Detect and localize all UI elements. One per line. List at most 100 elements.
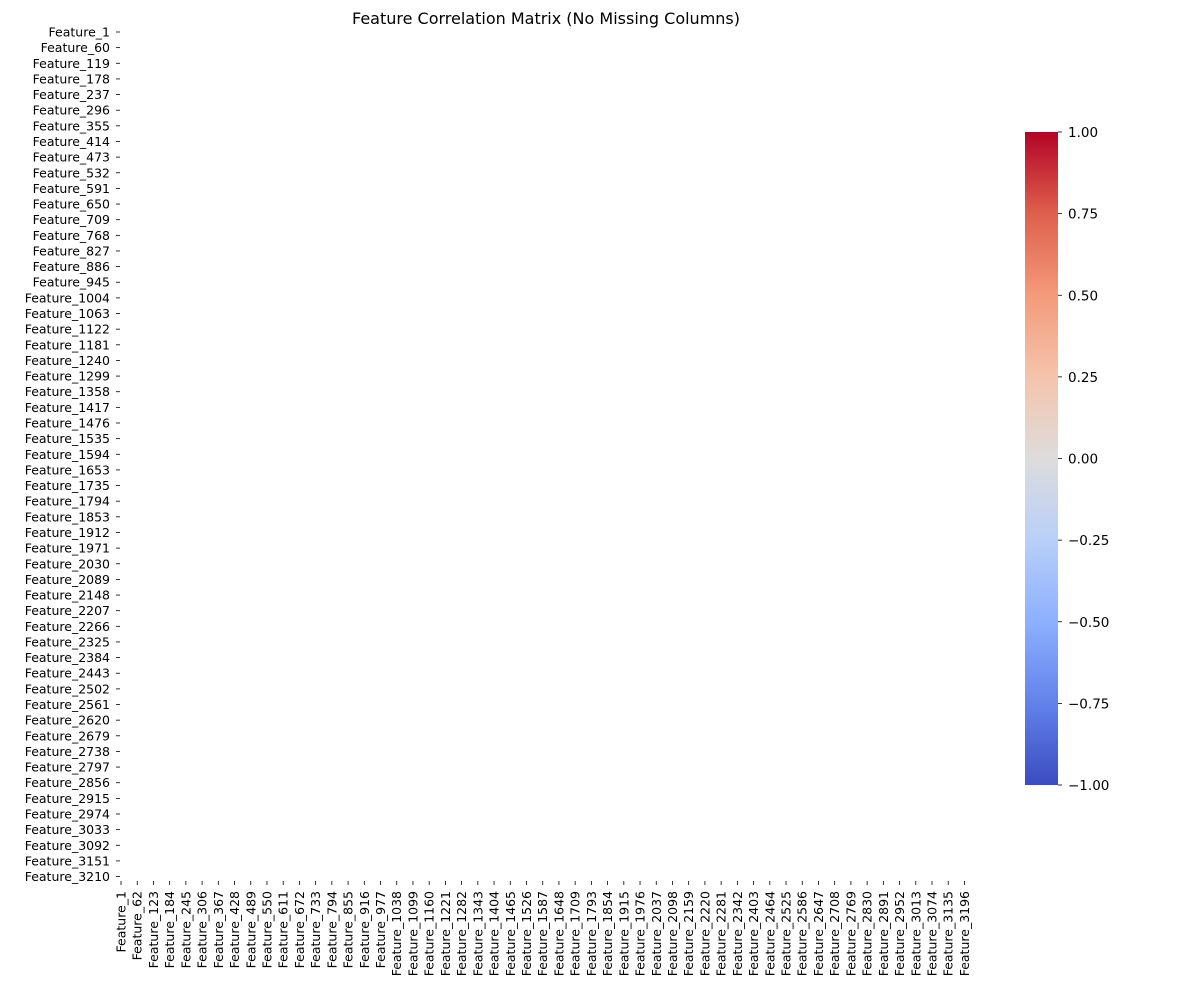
x-tick-label: Feature_2647	[811, 891, 826, 976]
y-tick-label: Feature_2384	[25, 650, 110, 665]
y-tick-label: Feature_296	[33, 103, 110, 118]
y-tick-label: Feature_1594	[25, 447, 110, 462]
y-tick-label: Feature_2207	[25, 603, 110, 618]
y-tick-label: Feature_1181	[25, 337, 110, 352]
x-tick-label: Feature_1343	[470, 891, 485, 976]
y-tick-label: Feature_178	[33, 71, 110, 86]
x-tick-label: Feature_3013	[908, 891, 923, 976]
x-tick-label: Feature_1793	[584, 891, 599, 976]
x-tick-label: Feature_2159	[681, 891, 696, 976]
y-tick-label: Feature_886	[33, 259, 110, 274]
x-axis-ticks: Feature_1 Feature_62 Feature_123 Feature_18…	[114, 881, 972, 976]
y-tick-label: Feature_1853	[25, 509, 110, 524]
y-tick-label: Feature_2089	[25, 572, 110, 587]
y-tick-label: Feature_2266	[25, 619, 110, 634]
x-tick-label: Feature_2891	[876, 891, 891, 976]
y-tick-label: Feature_1971	[25, 541, 110, 556]
colorbar-tick-label: −0.75	[1068, 696, 1109, 712]
x-tick-label: Feature_672	[292, 891, 307, 968]
y-tick-label: Feature_3092	[25, 838, 110, 853]
x-tick-label: Feature_916	[357, 891, 372, 968]
x-tick-label: Feature_2464	[762, 891, 777, 976]
x-tick-label: Feature_123	[146, 891, 161, 968]
x-tick-label: Feature_1587	[535, 891, 550, 976]
x-tick-label: Feature_1404	[487, 891, 502, 976]
colorbar-tick-label: −0.25	[1068, 533, 1109, 549]
x-tick-label: Feature_1221	[438, 891, 453, 976]
y-tick-label: Feature_1358	[25, 384, 110, 399]
y-tick-label: Feature_119	[33, 56, 110, 71]
x-tick-label: Feature_245	[178, 891, 193, 968]
colorbar-tick-label: 0.75	[1068, 207, 1098, 223]
x-tick-label: Feature_3135	[941, 891, 956, 976]
y-tick-label: Feature_1299	[25, 369, 110, 384]
x-tick-label: Feature_794	[324, 891, 339, 968]
x-tick-label: Feature_2098	[665, 891, 680, 976]
x-tick-label: Feature_2952	[892, 891, 907, 976]
y-tick-label: Feature_1476	[25, 416, 110, 431]
colorbar-tick-label: 0.00	[1068, 452, 1098, 468]
x-tick-label: Feature_489	[243, 891, 258, 968]
y-tick-label: Feature_945	[33, 275, 110, 290]
y-tick-label: Feature_1653	[25, 462, 110, 477]
y-tick-label: Feature_1794	[25, 494, 110, 509]
x-tick-label: Feature_184	[162, 891, 177, 968]
x-tick-label: Feature_2525	[779, 891, 794, 976]
y-tick-label: Feature_709	[33, 212, 110, 227]
y-tick-label: Feature_2030	[25, 556, 110, 571]
colorbar-tick-label: −0.50	[1068, 615, 1109, 631]
x-tick-label: Feature_2281	[714, 891, 729, 976]
y-tick-label: Feature_1417	[25, 400, 110, 415]
colorbar: 1.00 0.75 0.50 0.25 0.00 −0.25 −0.50 −0.75 −1.00	[1025, 125, 1109, 794]
y-tick-label: Feature_591	[33, 181, 110, 196]
y-tick-label: Feature_2502	[25, 681, 110, 696]
chart-title: Feature Correlation Matrix (No Missing C…	[352, 9, 740, 28]
y-tick-label: Feature_237	[33, 87, 110, 102]
x-tick-label: Feature_306	[195, 891, 210, 968]
y-tick-label: Feature_3210	[25, 869, 110, 884]
y-tick-label: Feature_1735	[25, 478, 110, 493]
x-tick-label: Feature_3196	[957, 891, 972, 976]
x-tick-label: Feature_3074	[925, 891, 940, 976]
x-tick-label: Feature_2769	[843, 891, 858, 976]
colorbar-tick-label: −1.00	[1068, 778, 1109, 794]
x-tick-label: Feature_2830	[860, 891, 875, 976]
y-tick-label: Feature_2148	[25, 588, 110, 603]
y-tick-label: Feature_2738	[25, 744, 110, 759]
x-tick-label: Feature_1	[114, 891, 129, 952]
y-tick-label: Feature_1240	[25, 353, 110, 368]
x-tick-label: Feature_1526	[519, 891, 534, 976]
x-tick-label: Feature_367	[211, 891, 226, 968]
y-tick-label: Feature_2561	[25, 697, 110, 712]
colorbar-tick-label: 0.50	[1068, 288, 1098, 304]
x-tick-label: Feature_2708	[827, 891, 842, 976]
y-tick-label: Feature_1	[49, 25, 110, 40]
x-tick-label: Feature_1465	[503, 891, 518, 976]
y-tick-label: Feature_3151	[25, 853, 110, 868]
y-tick-label: Feature_1912	[25, 525, 110, 540]
y-tick-label: Feature_473	[33, 150, 110, 165]
colorbar-tick-label: 1.00	[1068, 125, 1098, 141]
x-tick-label: Feature_1648	[551, 891, 566, 976]
y-tick-label: Feature_1535	[25, 431, 110, 446]
colorbar-gradient	[1025, 132, 1058, 785]
x-tick-label: Feature_2403	[746, 891, 761, 976]
y-tick-label: Feature_768	[33, 228, 110, 243]
x-tick-label: Feature_1160	[422, 891, 437, 976]
y-tick-label: Feature_3033	[25, 822, 110, 837]
y-tick-label: Feature_650	[33, 197, 110, 212]
y-tick-label: Feature_60	[41, 40, 110, 55]
y-tick-label: Feature_827	[33, 243, 110, 258]
x-tick-label: Feature_977	[373, 891, 388, 968]
y-tick-label: Feature_355	[33, 118, 110, 133]
y-tick-label: Feature_1063	[25, 306, 110, 321]
colorbar-tick-label: 0.25	[1068, 370, 1098, 386]
x-tick-label: Feature_1038	[389, 891, 404, 976]
x-tick-label: Feature_855	[341, 891, 356, 968]
x-tick-label: Feature_550	[259, 891, 274, 968]
x-tick-label: Feature_2220	[697, 891, 712, 976]
y-tick-label: Feature_2325	[25, 634, 110, 649]
y-tick-label: Feature_2620	[25, 713, 110, 728]
x-tick-label: Feature_1854	[600, 891, 615, 976]
